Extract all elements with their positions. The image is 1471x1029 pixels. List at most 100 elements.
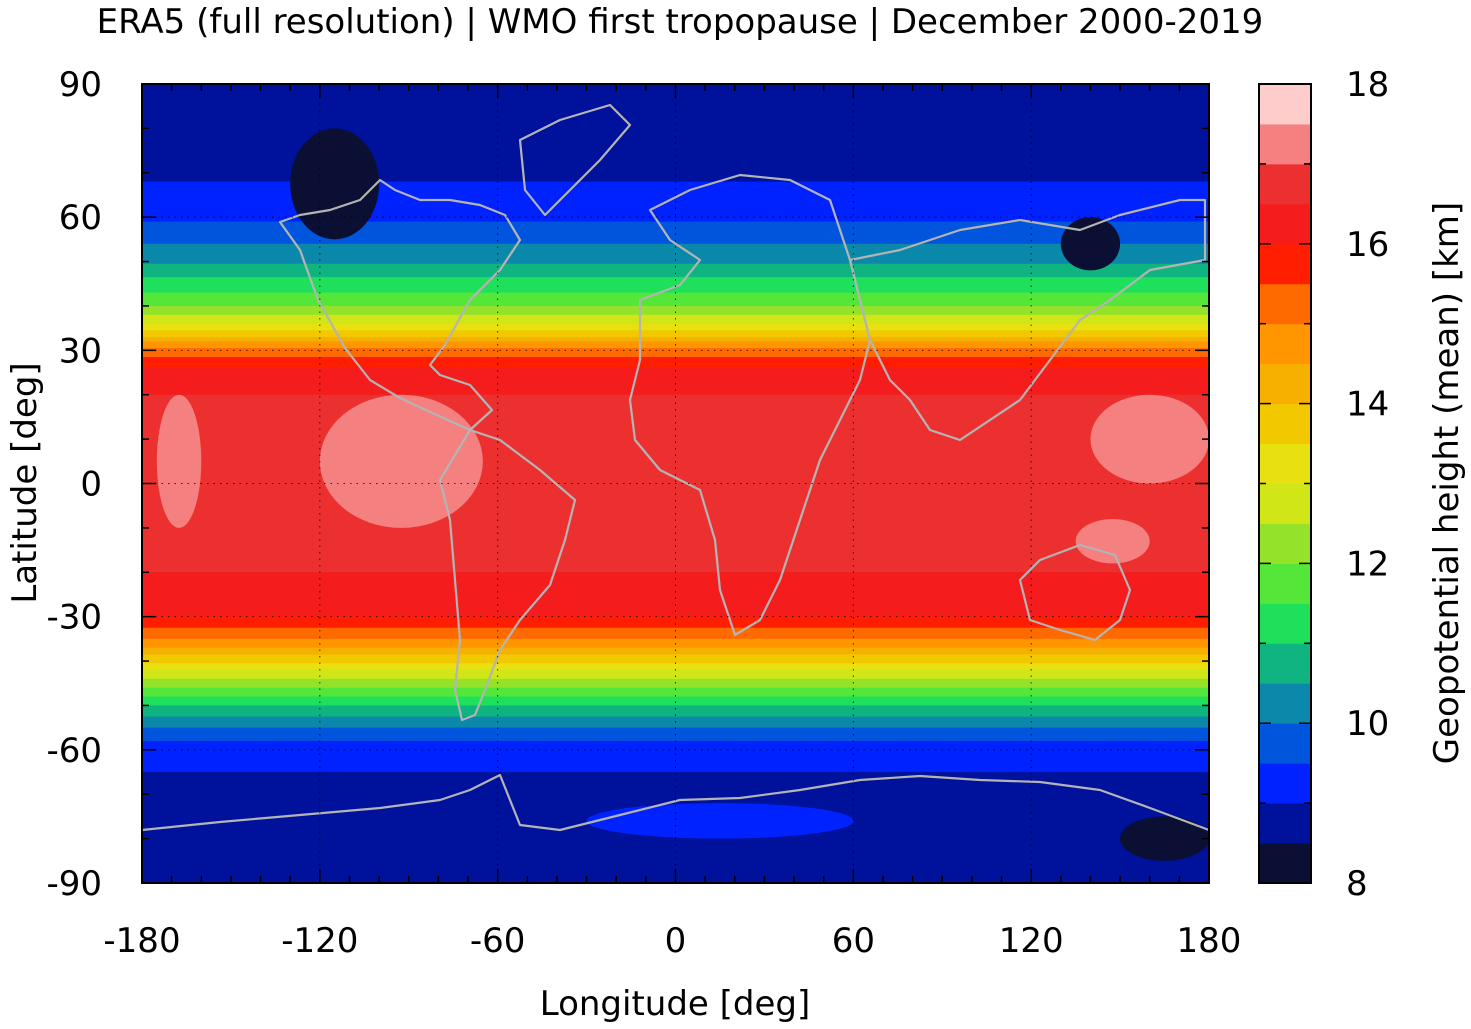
height-band: [142, 734, 1209, 738]
anomaly-region: [290, 128, 380, 240]
height-band: [142, 263, 1209, 267]
colorbar-swatch: [1259, 203, 1311, 245]
height-band: [142, 736, 1209, 740]
height-band: [142, 541, 1209, 545]
height-band: [142, 467, 1209, 471]
height-band: [142, 554, 1209, 558]
height-band: [142, 678, 1209, 682]
height-band: [142, 574, 1209, 578]
height-band: [142, 450, 1209, 454]
height-band: [142, 641, 1209, 644]
height-band: [142, 647, 1209, 651]
height-band: [142, 663, 1209, 667]
height-band: [142, 261, 1209, 265]
height-band: [142, 319, 1209, 323]
y-tick-labels: 90 60 30 0 -30 -60 -90: [46, 65, 102, 904]
height-band: [142, 632, 1209, 636]
height-band: [142, 472, 1209, 476]
anomaly-region: [1075, 519, 1150, 564]
height-band: [142, 376, 1209, 380]
height-band: [142, 159, 1209, 163]
height-band: [142, 507, 1209, 511]
colorbar-swatch: [1259, 603, 1311, 644]
height-band: [142, 459, 1209, 462]
height-band: [142, 294, 1209, 298]
height-band: [142, 605, 1209, 609]
height-band: [142, 203, 1209, 207]
height-band: [142, 689, 1209, 693]
height-band: [142, 430, 1209, 434]
height-band: [142, 503, 1209, 507]
height-band: [142, 208, 1209, 212]
height-band: [142, 865, 1209, 869]
height-band: [142, 270, 1209, 274]
height-band: [142, 774, 1209, 778]
height-band: [142, 388, 1209, 391]
colorbar-swatch: [1259, 84, 1311, 125]
height-band: [142, 487, 1209, 491]
height-band: [142, 230, 1209, 234]
height-band: [142, 425, 1209, 429]
height-band: [142, 97, 1209, 101]
height-band: [142, 536, 1209, 540]
height-band: [142, 516, 1209, 520]
height-band: [142, 237, 1209, 240]
height-band: [142, 321, 1209, 325]
height-band: [142, 661, 1209, 664]
height-band: [142, 567, 1209, 571]
height-band: [142, 146, 1209, 149]
height-band: [142, 729, 1209, 733]
height-band: [142, 465, 1209, 469]
height-band: [142, 534, 1209, 538]
height-band: [142, 763, 1209, 766]
height-band: [142, 612, 1209, 616]
height-band: [142, 496, 1209, 500]
height-band: [142, 115, 1209, 118]
height-band: [142, 137, 1209, 141]
x-tick-labels: -180 -120 -60 0 60 120 180: [103, 921, 1241, 961]
height-band: [142, 281, 1209, 285]
height-band: [142, 419, 1209, 422]
height-band: [142, 432, 1209, 436]
colorbar-swatch: [1259, 363, 1311, 405]
height-band: [142, 188, 1209, 192]
height-band: [142, 740, 1209, 744]
height-band: [142, 474, 1209, 478]
height-band: [142, 201, 1209, 205]
height-band: [142, 685, 1209, 689]
height-band: [142, 558, 1209, 562]
height-band: [142, 725, 1209, 729]
height-band: [142, 854, 1209, 857]
height-band: [142, 359, 1209, 363]
x-tick-label: -120: [281, 921, 358, 961]
height-band: [142, 190, 1209, 194]
height-band: [142, 656, 1209, 660]
colorbar-ticks: [1259, 83, 1311, 884]
height-band: [142, 776, 1209, 780]
height-band: [142, 423, 1209, 427]
height-band: [142, 716, 1209, 720]
height-band: [142, 172, 1209, 176]
height-band: [142, 760, 1209, 764]
coastline-australia: [1018, 543, 1132, 642]
height-band: [142, 157, 1209, 161]
height-band: [142, 732, 1209, 735]
height-band: [142, 683, 1209, 687]
height-band: [142, 838, 1209, 842]
x-tick-label: -60: [470, 921, 526, 961]
height-band: [142, 108, 1209, 112]
height-band: [142, 179, 1209, 183]
height-band: [142, 800, 1209, 804]
height-band: [142, 312, 1209, 316]
height-band: [142, 217, 1209, 220]
height-band: [142, 672, 1209, 675]
height-band: [142, 410, 1209, 414]
anomaly-region: [586, 803, 854, 839]
height-band: [142, 738, 1209, 742]
height-band: [142, 117, 1209, 121]
height-band: [142, 479, 1209, 482]
height-band: [142, 561, 1209, 564]
height-band: [142, 243, 1209, 247]
height-band: [142, 692, 1209, 695]
height-band: [142, 110, 1209, 114]
